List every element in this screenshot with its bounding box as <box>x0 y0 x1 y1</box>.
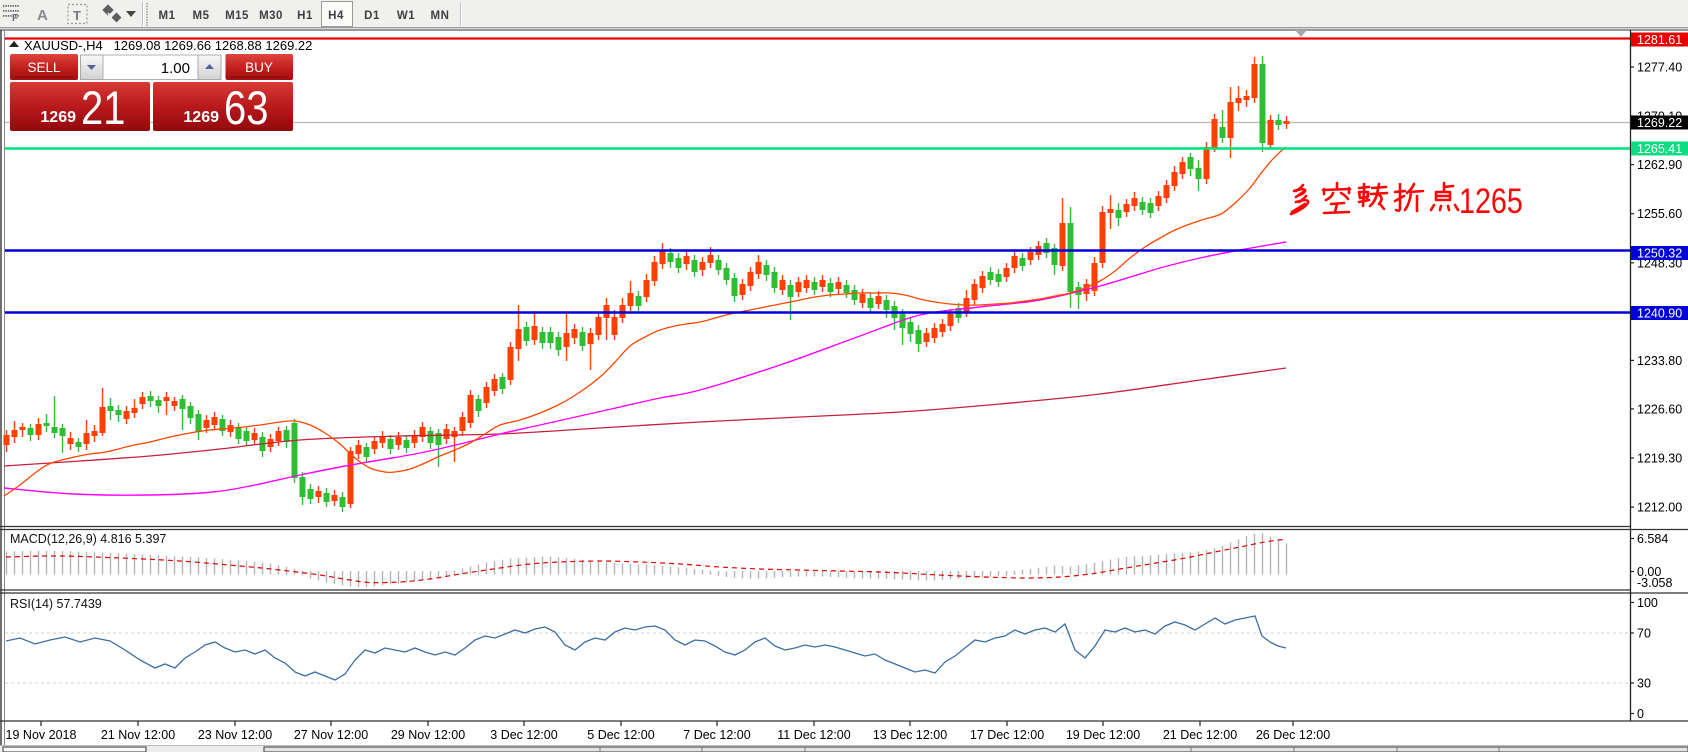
svg-text:26 Dec 12:00: 26 Dec 12:00 <box>1256 728 1330 742</box>
svg-text:23 Nov 12:00: 23 Nov 12:00 <box>198 728 272 742</box>
svg-text:H1: H1 <box>297 10 313 22</box>
svg-text:A: A <box>37 7 48 24</box>
svg-text:M30: M30 <box>259 10 283 22</box>
svg-text:17 Dec 12:00: 17 Dec 12:00 <box>970 728 1044 742</box>
svg-text:3 Dec 12:00: 3 Dec 12:00 <box>490 728 557 742</box>
svg-text:1265: 1265 <box>1459 181 1523 220</box>
svg-text:SELL: SELL <box>27 60 61 75</box>
svg-text:H4: H4 <box>328 10 344 22</box>
svg-text:1265.41: 1265.41 <box>1637 142 1682 156</box>
svg-text:11 Dec 12:00: 11 Dec 12:00 <box>777 728 850 742</box>
svg-text:30: 30 <box>1637 677 1651 691</box>
svg-text:1226.60: 1226.60 <box>1637 402 1682 416</box>
svg-text:1.00: 1.00 <box>161 60 190 77</box>
svg-text:6.584: 6.584 <box>1637 532 1668 546</box>
svg-text:1219.30: 1219.30 <box>1637 452 1682 466</box>
svg-text:T: T <box>73 8 81 23</box>
svg-text:13 Dec 12:00: 13 Dec 12:00 <box>873 728 947 742</box>
svg-text:MN: MN <box>431 10 450 22</box>
svg-text:M15: M15 <box>225 10 249 22</box>
svg-text:1255.60: 1255.60 <box>1637 207 1682 221</box>
svg-text:MACD(12,26,9) 4.816 5.397: MACD(12,26,9) 4.816 5.397 <box>10 532 166 546</box>
svg-text:21 Dec 12:00: 21 Dec 12:00 <box>1163 728 1237 742</box>
svg-text:21: 21 <box>81 83 125 135</box>
svg-text:M5: M5 <box>193 10 210 22</box>
svg-text:1262.90: 1262.90 <box>1637 158 1682 172</box>
svg-text:RSI(14) 57.7439: RSI(14) 57.7439 <box>10 597 102 611</box>
svg-text:1269: 1269 <box>183 109 219 126</box>
svg-text:1233.80: 1233.80 <box>1637 354 1682 368</box>
svg-text:W1: W1 <box>397 10 415 22</box>
svg-text:1240.90: 1240.90 <box>1637 307 1682 321</box>
svg-text:1281.61: 1281.61 <box>1637 33 1682 47</box>
svg-text:1269.22: 1269.22 <box>1637 116 1682 130</box>
svg-text:1212.00: 1212.00 <box>1637 501 1682 515</box>
svg-text:5 Dec 12:00: 5 Dec 12:00 <box>587 728 654 742</box>
svg-text:19 Dec 12:00: 19 Dec 12:00 <box>1066 728 1140 742</box>
svg-text:-3.058: -3.058 <box>1637 576 1672 590</box>
svg-text:100: 100 <box>1637 596 1658 610</box>
svg-text:27 Nov 12:00: 27 Nov 12:00 <box>294 728 368 742</box>
svg-text:F: F <box>12 13 18 24</box>
svg-text:63: 63 <box>224 83 268 135</box>
svg-text:7 Dec 12:00: 7 Dec 12:00 <box>683 728 750 742</box>
svg-text:21 Nov 12:00: 21 Nov 12:00 <box>101 728 175 742</box>
svg-text:M1: M1 <box>159 10 176 22</box>
svg-text:29 Nov 12:00: 29 Nov 12:00 <box>391 728 465 742</box>
svg-text:1269: 1269 <box>40 109 76 126</box>
svg-text:0: 0 <box>1637 707 1644 721</box>
svg-text:D1: D1 <box>364 10 380 22</box>
svg-text:XAUUSD-,H4 1269.08 1269.66 1: XAUUSD-,H4 1269.08 1269.66 1268.88 1269.… <box>24 38 312 53</box>
svg-text:19 Nov 2018: 19 Nov 2018 <box>6 728 77 742</box>
svg-text:0.00: 0.00 <box>1637 565 1661 579</box>
svg-text:70: 70 <box>1637 627 1651 641</box>
svg-text:BUY: BUY <box>245 60 273 75</box>
svg-text:1250.32: 1250.32 <box>1637 247 1682 261</box>
svg-text:1277.40: 1277.40 <box>1637 61 1682 75</box>
